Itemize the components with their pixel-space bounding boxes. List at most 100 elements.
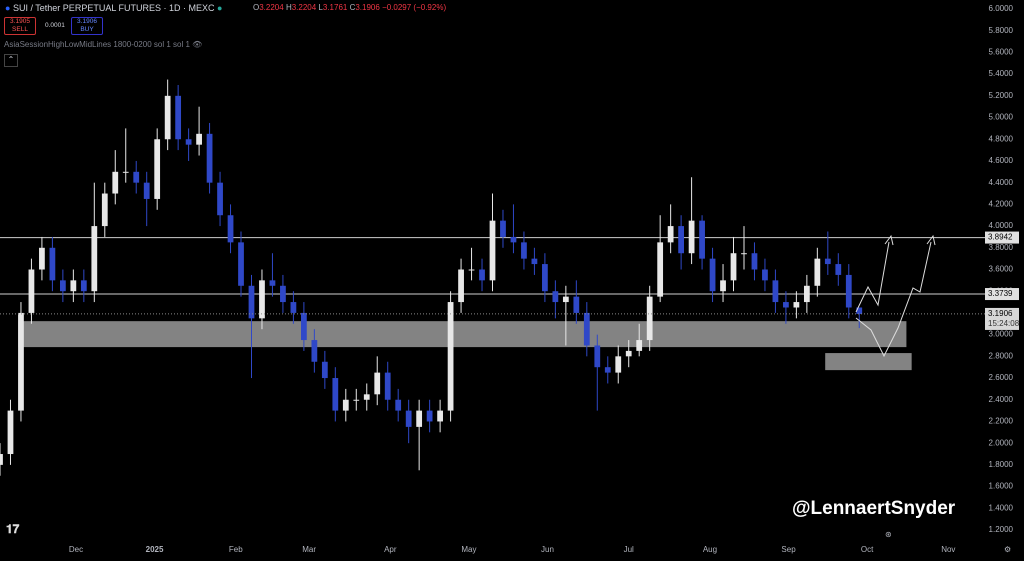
candle-body — [636, 340, 643, 351]
y-tick-label: 4.2000 — [989, 199, 1014, 208]
y-tick-label: 5.6000 — [989, 48, 1014, 57]
y-tick-label: 1.2000 — [989, 525, 1014, 534]
y-tick-label: 3.0000 — [989, 330, 1014, 339]
y-tick-label: 4.4000 — [989, 178, 1014, 187]
candle-body — [678, 226, 684, 254]
y-tick-label: 4.0000 — [989, 221, 1014, 230]
candle-body — [468, 269, 475, 271]
candle-body — [699, 220, 705, 259]
candle-body — [353, 399, 360, 401]
candle-body — [405, 410, 412, 427]
x-tick-label: Apr — [384, 545, 397, 554]
candle-body — [741, 253, 747, 255]
last-price-label: 3.1906 — [988, 309, 1013, 318]
candle-body — [384, 372, 391, 400]
candle-body — [70, 280, 77, 292]
candle-body — [311, 340, 318, 362]
candle-body — [227, 215, 234, 243]
symbol-title: ● SUI / Tether PERPETUAL FUTURES · 1D · … — [5, 3, 223, 13]
symbol: SUI / Tether PERPETUAL FUTURES · 1D · ME… — [12, 3, 215, 13]
x-tick-label: Mar — [302, 545, 316, 554]
candle-body — [845, 274, 852, 308]
level-label: 3.3739 — [988, 289, 1013, 298]
candle-body — [657, 242, 664, 297]
level-label: 3.8942 — [988, 233, 1013, 242]
candle-body — [583, 312, 590, 346]
x-tick-label: Jun — [541, 545, 554, 554]
candle-body — [479, 269, 485, 281]
candle-body — [133, 171, 140, 183]
candle-body — [18, 312, 24, 411]
candle-body — [164, 95, 171, 140]
candle-body — [332, 378, 339, 411]
candle-body — [154, 139, 161, 199]
candle-body — [175, 95, 182, 140]
candle-body — [751, 253, 758, 270]
y-tick-label: 5.0000 — [989, 113, 1014, 122]
candle-body — [437, 410, 443, 422]
collapse-button[interactable]: ⌃ — [4, 54, 18, 67]
candle-body — [542, 264, 548, 292]
candle-body — [688, 220, 695, 254]
last-price-badge — [985, 307, 1019, 330]
candle-body — [458, 269, 464, 303]
arrow-head — [884, 234, 894, 246]
candle-body — [730, 253, 737, 281]
candle-body — [416, 410, 423, 427]
candle-body — [80, 280, 87, 292]
candle-body — [59, 280, 66, 292]
arrow-head — [926, 234, 936, 246]
candle-body — [762, 269, 768, 281]
buy-label: BUY — [80, 26, 94, 33]
tradingview-logo: 𝟏𝟕 — [6, 522, 20, 536]
level-badge — [985, 231, 1019, 244]
candle-body — [552, 291, 559, 303]
y-tick-label: 4.6000 — [989, 156, 1014, 165]
plot — [0, 79, 985, 476]
candle-body — [835, 264, 842, 275]
ohlc-value: 3.1906 — [355, 3, 380, 12]
candle-body — [290, 302, 297, 313]
x-tick-label: 2025 — [146, 545, 164, 554]
candle-body — [301, 312, 307, 341]
candle-body — [500, 220, 506, 237]
y-tick-label: 2.8000 — [989, 351, 1014, 360]
settings-icon[interactable]: ⚙ — [1004, 545, 1011, 554]
ohlc-key: C — [349, 3, 356, 12]
candle-body — [594, 345, 601, 368]
candle-body — [321, 361, 328, 379]
candle-body — [101, 193, 108, 227]
x-tick-label: Sep — [781, 545, 796, 554]
y-tick-label: 4.8000 — [989, 134, 1014, 143]
candle-body — [521, 242, 527, 259]
buy-button[interactable]: 3.1906 BUY — [71, 17, 103, 35]
zone — [18, 321, 907, 348]
candle-body — [28, 269, 35, 313]
y-tick-label: 1.4000 — [989, 503, 1014, 512]
projection-path — [855, 241, 932, 358]
y-tick-label: 1.8000 — [989, 460, 1014, 469]
ohlc-value: 3.2204 — [291, 3, 317, 12]
level-badge — [985, 288, 1019, 301]
candle-body — [824, 258, 831, 265]
indicator: AsiaSessionHighLowMidLines 1800-0200 sol… — [4, 40, 203, 49]
ohlc-key: H — [285, 3, 292, 12]
ohlc-value: 3.2204 — [259, 3, 284, 12]
candle-body — [269, 280, 276, 286]
candle-body — [562, 296, 569, 303]
candle-body — [625, 350, 632, 357]
candle-body — [259, 280, 265, 319]
sell-button[interactable]: 3.1905 SELL — [4, 17, 36, 35]
candle-body — [783, 302, 789, 308]
candle-body — [395, 399, 402, 411]
candle-body — [49, 247, 56, 281]
candle-body — [206, 133, 213, 183]
y-tick-label: 2.4000 — [989, 395, 1014, 404]
candle-body — [615, 356, 622, 373]
candle-body — [803, 285, 810, 303]
candle-body — [0, 454, 3, 465]
x-tick-label: Feb — [229, 545, 243, 554]
y-tick-label: 2.0000 — [989, 438, 1014, 447]
